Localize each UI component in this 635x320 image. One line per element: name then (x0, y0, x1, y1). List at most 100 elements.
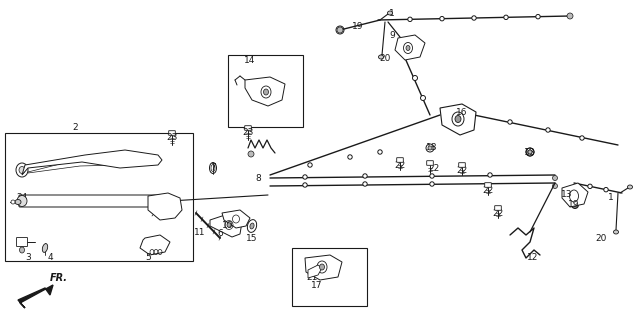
Text: 23: 23 (243, 127, 254, 137)
Polygon shape (440, 104, 476, 135)
Circle shape (337, 27, 343, 33)
Circle shape (303, 183, 307, 187)
Text: 22: 22 (492, 209, 504, 218)
Ellipse shape (528, 150, 532, 154)
FancyBboxPatch shape (169, 131, 175, 135)
Circle shape (11, 200, 15, 204)
Polygon shape (562, 183, 588, 207)
Ellipse shape (613, 230, 618, 234)
Circle shape (552, 183, 558, 188)
Text: 6: 6 (217, 228, 223, 237)
Text: 24: 24 (17, 193, 28, 202)
Circle shape (303, 175, 307, 179)
Text: 2: 2 (72, 123, 78, 132)
Circle shape (567, 13, 573, 19)
Ellipse shape (428, 146, 432, 150)
FancyBboxPatch shape (427, 161, 433, 165)
FancyBboxPatch shape (397, 158, 403, 162)
Circle shape (572, 202, 578, 208)
Polygon shape (395, 35, 425, 60)
Polygon shape (148, 193, 182, 220)
Circle shape (488, 173, 492, 177)
Text: 19: 19 (352, 21, 364, 30)
Text: 21: 21 (306, 274, 318, 283)
Circle shape (546, 128, 550, 132)
Ellipse shape (528, 150, 532, 154)
Text: 4: 4 (47, 252, 53, 261)
Circle shape (472, 16, 476, 20)
Polygon shape (140, 235, 170, 255)
Text: 9: 9 (389, 30, 395, 39)
Ellipse shape (264, 89, 269, 95)
Ellipse shape (227, 223, 231, 227)
FancyBboxPatch shape (495, 206, 501, 210)
Text: 17: 17 (311, 281, 323, 290)
Bar (5, 133, 193, 261)
Ellipse shape (43, 244, 48, 252)
Circle shape (504, 15, 508, 20)
Ellipse shape (319, 264, 324, 270)
Polygon shape (222, 210, 250, 228)
Text: 22: 22 (457, 165, 467, 174)
Circle shape (363, 182, 367, 186)
Text: 7: 7 (210, 163, 216, 172)
Circle shape (588, 184, 592, 188)
FancyBboxPatch shape (485, 183, 491, 187)
Polygon shape (308, 265, 322, 278)
Polygon shape (18, 285, 53, 308)
Bar (228, 55, 303, 127)
Text: 18: 18 (426, 142, 438, 151)
FancyBboxPatch shape (17, 237, 27, 246)
Text: 12: 12 (527, 253, 538, 262)
Circle shape (580, 136, 584, 140)
Circle shape (408, 17, 412, 21)
FancyBboxPatch shape (19, 195, 171, 207)
Text: 14: 14 (244, 55, 256, 65)
Circle shape (430, 174, 434, 178)
Text: FR.: FR. (50, 273, 68, 283)
Text: 3: 3 (25, 252, 31, 261)
FancyBboxPatch shape (244, 126, 251, 130)
Circle shape (420, 95, 425, 100)
Circle shape (536, 14, 540, 19)
Circle shape (413, 76, 417, 81)
Circle shape (508, 120, 512, 124)
Circle shape (378, 150, 382, 154)
Ellipse shape (250, 223, 254, 229)
Circle shape (308, 163, 312, 167)
Text: 18: 18 (525, 148, 536, 156)
Text: 1: 1 (389, 9, 395, 18)
Text: 22: 22 (429, 164, 439, 172)
Ellipse shape (406, 45, 410, 51)
Circle shape (552, 175, 558, 180)
Ellipse shape (15, 199, 21, 204)
Text: 15: 15 (246, 234, 258, 243)
Text: 16: 16 (457, 108, 468, 116)
Text: 19: 19 (568, 199, 580, 209)
Text: 23: 23 (166, 132, 178, 141)
Ellipse shape (378, 55, 384, 59)
Text: 11: 11 (194, 228, 206, 236)
Circle shape (430, 182, 434, 186)
Bar (292, 248, 367, 306)
Ellipse shape (20, 247, 25, 253)
Text: 5: 5 (145, 252, 151, 261)
Text: 22: 22 (483, 186, 493, 195)
FancyBboxPatch shape (458, 163, 465, 167)
Circle shape (363, 174, 367, 178)
Circle shape (604, 188, 608, 192)
Text: 13: 13 (561, 189, 573, 198)
Text: 20: 20 (379, 53, 391, 62)
Circle shape (248, 151, 254, 157)
Polygon shape (305, 255, 342, 280)
Circle shape (348, 155, 352, 159)
Ellipse shape (17, 196, 27, 206)
Polygon shape (245, 77, 285, 106)
Ellipse shape (387, 11, 392, 15)
Polygon shape (210, 214, 242, 237)
Ellipse shape (627, 185, 632, 189)
Ellipse shape (455, 116, 461, 123)
Text: 10: 10 (222, 220, 234, 229)
Text: 8: 8 (255, 173, 261, 182)
Text: 1: 1 (608, 193, 614, 202)
